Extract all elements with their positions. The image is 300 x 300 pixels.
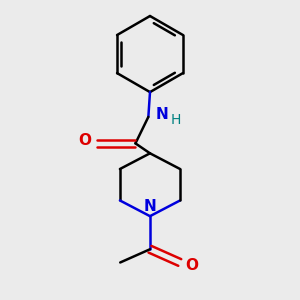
- Text: N: N: [144, 199, 156, 214]
- Text: O: O: [78, 133, 91, 148]
- Text: H: H: [171, 113, 181, 127]
- Text: O: O: [186, 258, 199, 273]
- Text: N: N: [156, 107, 168, 122]
